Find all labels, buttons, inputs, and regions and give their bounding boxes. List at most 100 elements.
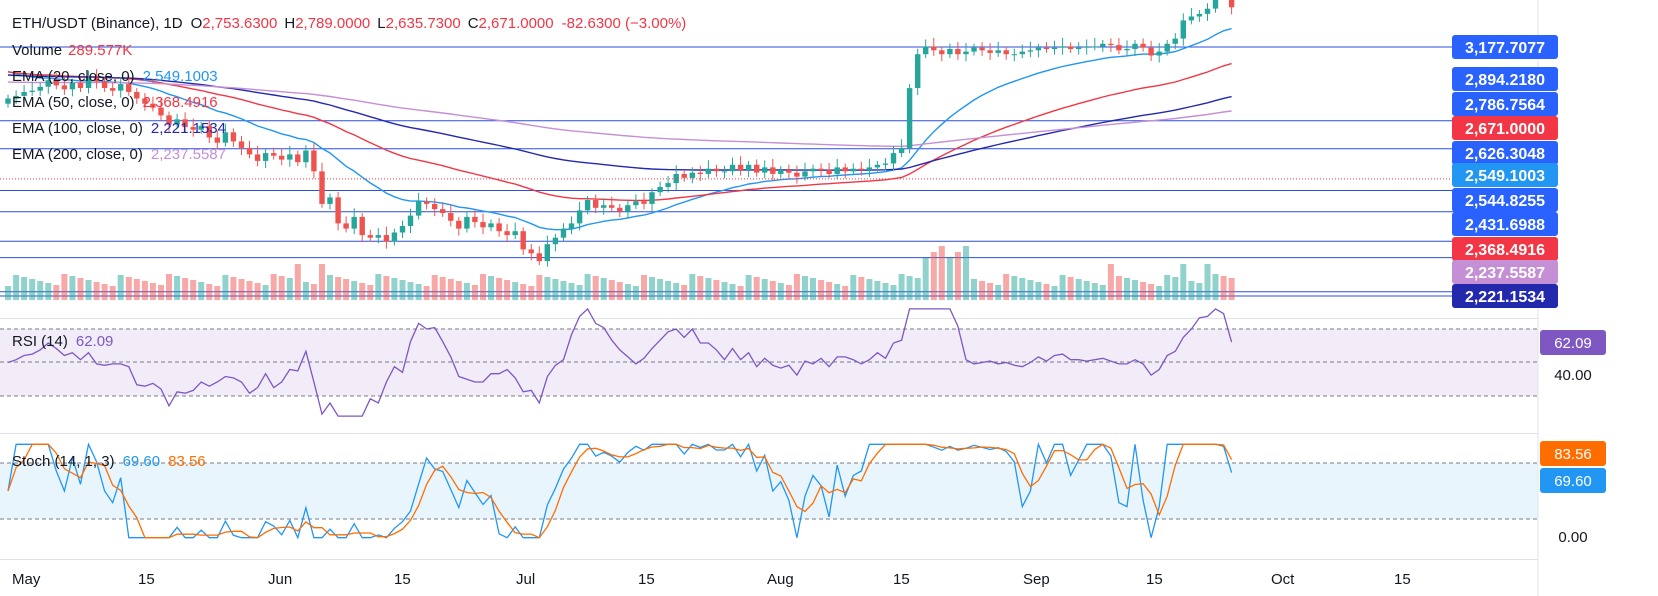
- candle: [262, 149, 269, 168]
- volume-bar: [793, 274, 800, 300]
- pane-divider: [0, 433, 1538, 434]
- volume-bar: [1220, 276, 1227, 300]
- volume-bar: [1027, 280, 1034, 300]
- candle: [327, 193, 333, 210]
- volume-bar: [141, 281, 148, 300]
- price-tag: 2,544.8255: [1452, 188, 1558, 212]
- volume-bar: [552, 279, 559, 300]
- stoch-d-line: [7, 443, 1233, 539]
- candle: [5, 94, 11, 108]
- volume-bar: [93, 282, 100, 300]
- volume-bar: [616, 282, 623, 300]
- volume-bar: [1188, 281, 1195, 300]
- candle: [126, 75, 132, 96]
- candle: [456, 216, 462, 236]
- volume-bar: [1011, 276, 1018, 300]
- volume-bar: [230, 277, 237, 300]
- volume-bar: [930, 252, 937, 300]
- candle: [407, 208, 414, 233]
- stoch-legend-label: Stoch (14, 1, 3): [12, 453, 115, 470]
- candle: [915, 48, 921, 96]
- price-tag: 2,549.1003: [1452, 163, 1558, 187]
- volume-bar: [1180, 264, 1187, 300]
- change-value: -82.6300 (−3.00%): [562, 15, 687, 32]
- price-tag: 2,626.3048: [1452, 141, 1558, 165]
- candle: [754, 159, 760, 177]
- time-axis-label: 15: [394, 571, 411, 588]
- candle: [222, 123, 229, 147]
- volume-bar: [946, 258, 953, 300]
- volume-bar: [310, 284, 317, 300]
- rsi-tick-40: 40.00: [1554, 367, 1592, 384]
- volume-bar: [842, 286, 849, 300]
- price-tag: 2,431.6988: [1452, 212, 1558, 236]
- volume-bar: [1099, 285, 1106, 300]
- ema200-line: [7, 81, 1232, 147]
- candle: [1059, 37, 1066, 55]
- candle: [142, 93, 148, 111]
- volume-bar: [689, 274, 696, 300]
- candle: [1228, 0, 1235, 15]
- volume-bar: [319, 264, 325, 300]
- candle: [802, 162, 808, 181]
- header-legend: ETH/USDT (Binance), 1D O2,753.6300 H2,789.…: [12, 15, 686, 32]
- volume-bar: [166, 274, 172, 300]
- candle: [230, 128, 237, 147]
- candle: [705, 160, 711, 178]
- volume-bar: [294, 264, 301, 300]
- volume-bar: [133, 279, 140, 300]
- candle: [399, 220, 406, 238]
- candle: [1116, 38, 1122, 55]
- rsi-legend-label: RSI (14): [12, 333, 68, 350]
- volume-bar: [359, 283, 366, 300]
- candle: [810, 164, 816, 177]
- ema50-legend-label: EMA (50, close, 0): [12, 94, 135, 111]
- volume-bar: [37, 281, 44, 300]
- volume-bar: [149, 283, 156, 300]
- time-axis: May 15 Jun 15 Jul 15 Aug 15 Sep 15 Oct 15: [12, 571, 1411, 588]
- volume-legend-label: Volume: [12, 42, 62, 59]
- high-value: 2,789.0000: [295, 15, 370, 32]
- candle: [206, 120, 212, 143]
- candle: [745, 160, 752, 178]
- volume-bar: [512, 282, 519, 300]
- volume-bar: [1156, 286, 1163, 300]
- candle: [351, 208, 357, 235]
- volume-bar: [874, 281, 881, 300]
- svg-text:2,221.1534: 2,221.1534: [1465, 289, 1545, 306]
- candle: [882, 158, 889, 171]
- volume-bar: [608, 280, 615, 300]
- volume-bar: [1059, 275, 1066, 300]
- candle: [1051, 40, 1058, 55]
- volume-bar: [890, 285, 897, 300]
- candle: [906, 84, 913, 154]
- stoch-d-value-tag-text: 83.56: [1554, 446, 1592, 463]
- volume-bar: [834, 284, 841, 300]
- candle: [584, 196, 591, 215]
- candle: [1108, 38, 1114, 53]
- candle: [415, 192, 422, 220]
- candles: [5, 0, 1235, 267]
- volume-bar: [1019, 278, 1026, 300]
- candle: [947, 43, 953, 59]
- volume-bar: [375, 274, 382, 300]
- volume-bar: [995, 285, 1002, 300]
- candle: [617, 203, 623, 218]
- volume-bar: [1228, 278, 1235, 300]
- candle: [818, 163, 824, 178]
- volume-bar: [592, 276, 599, 300]
- candle: [1092, 37, 1098, 51]
- candle: [874, 160, 881, 172]
- volume-bar: [713, 280, 720, 300]
- volume-bar: [399, 280, 406, 300]
- candle: [158, 99, 164, 121]
- candle: [367, 229, 373, 242]
- candle: [1140, 38, 1146, 52]
- volume-bar: [431, 275, 438, 300]
- volume-bar: [158, 285, 164, 300]
- candle: [601, 198, 607, 215]
- volume-bar: [681, 285, 688, 300]
- rsi-line: [7, 307, 1233, 417]
- candle: [1164, 39, 1170, 56]
- volume-legend-value: 289.577K: [68, 42, 132, 59]
